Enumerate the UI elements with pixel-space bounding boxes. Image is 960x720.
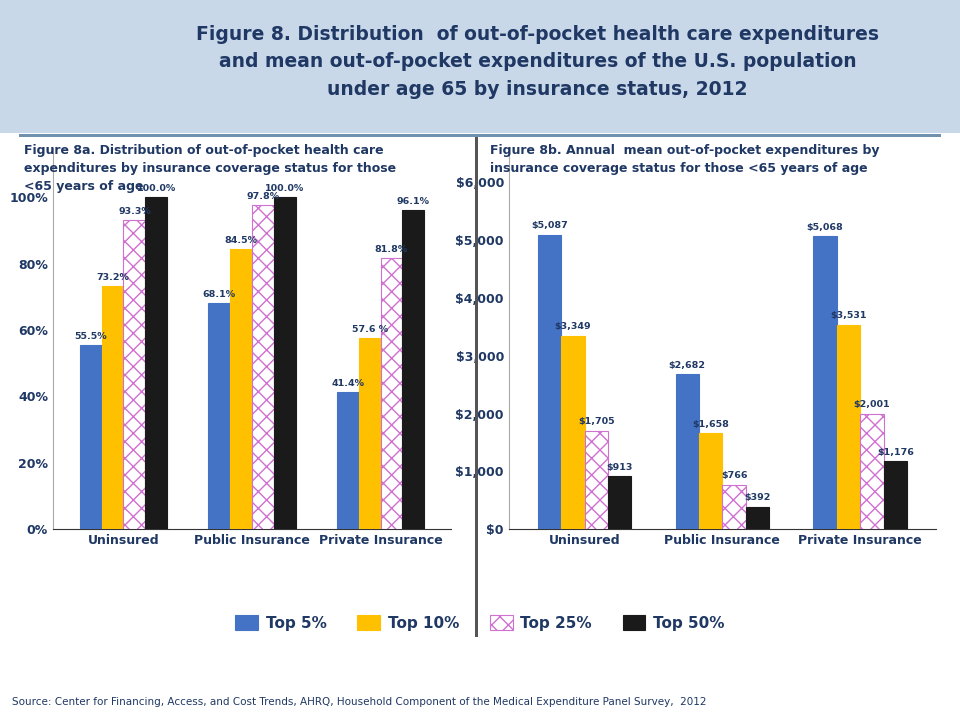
Text: Figure 8a. Distribution of out-of-pocket health care
expenditures by insurance c: Figure 8a. Distribution of out-of-pocket… [24,144,396,193]
Bar [359,338,380,529]
Text: 96.1%: 96.1% [396,197,430,207]
Bar [380,258,402,529]
Text: $2,682: $2,682 [669,361,706,369]
Bar [124,220,145,529]
Text: $1,658: $1,658 [692,420,730,428]
Bar [252,204,274,529]
Bar [538,235,562,529]
Bar [80,345,102,529]
Bar [337,392,359,529]
Bar [402,210,424,529]
Legend: Top 5%, Top 10%, Top 25%, Top 50%: Top 5%, Top 10%, Top 25%, Top 50% [229,608,731,636]
Text: 97.8%: 97.8% [247,192,279,201]
Text: 73.2%: 73.2% [96,274,129,282]
Bar [145,197,167,529]
Bar [883,462,907,529]
Bar [837,325,860,529]
Text: $913: $913 [607,463,633,472]
Text: 93.3%: 93.3% [118,207,151,215]
Text: $1,176: $1,176 [876,448,914,456]
Text: 41.4%: 41.4% [331,379,364,388]
Text: $3,531: $3,531 [830,312,867,320]
Bar [723,485,746,529]
Text: $766: $766 [721,472,748,480]
Text: $5,068: $5,068 [806,222,844,232]
Bar [208,303,230,529]
Text: $392: $392 [744,493,771,502]
Text: 100.0%: 100.0% [265,184,304,194]
Bar [860,413,883,529]
Text: $5,087: $5,087 [531,222,567,230]
Text: $1,705: $1,705 [578,417,614,426]
Bar [585,431,608,529]
Text: 68.1%: 68.1% [203,290,236,300]
Text: $2,001: $2,001 [853,400,890,409]
Bar [230,249,252,529]
Bar [562,336,585,529]
Text: $3,349: $3,349 [555,322,591,331]
Text: Source: Center for Financing, Access, and Cost Trends, AHRQ, Household Component: Source: Center for Financing, Access, an… [12,697,706,707]
Text: 57.6 %: 57.6 % [351,325,388,334]
Bar [699,433,723,529]
Bar [676,374,699,529]
Bar [102,287,124,529]
Text: 55.5%: 55.5% [74,332,107,341]
Text: 81.8%: 81.8% [374,245,408,253]
Text: 84.5%: 84.5% [225,236,257,245]
Bar [813,236,837,529]
Text: Figure 8. Distribution  of out-of-pocket health care expenditures
and mean out-o: Figure 8. Distribution of out-of-pocket … [196,25,879,99]
Bar [746,507,769,529]
Text: 100.0%: 100.0% [136,184,176,194]
Bar [274,197,296,529]
Text: Figure 8b. Annual  mean out-of-pocket expenditures by
insurance coverage status : Figure 8b. Annual mean out-of-pocket exp… [490,144,879,175]
Bar [608,477,632,529]
